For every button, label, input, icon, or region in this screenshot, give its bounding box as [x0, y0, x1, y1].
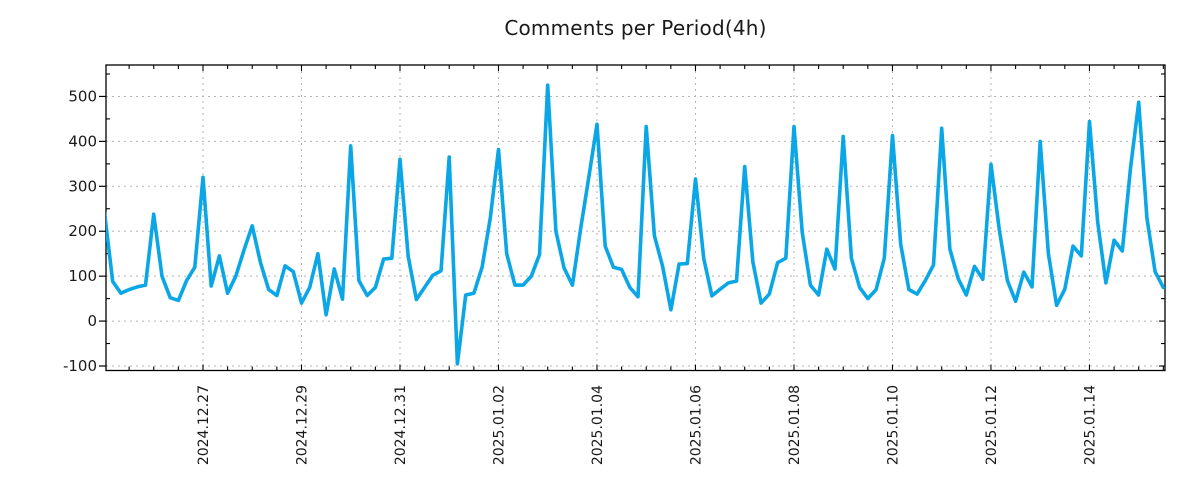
- x-tick-label: 2025.01.04: [590, 385, 606, 465]
- comments-series-line: [106, 83, 1165, 366]
- x-tick-label: 2024.12.31: [393, 385, 409, 465]
- x-tick-label: 2025.01.08: [787, 385, 803, 465]
- plot-border: [105, 64, 1166, 372]
- y-tick-label: 0: [87, 312, 97, 330]
- y-tick-label: -100: [63, 357, 97, 375]
- y-tick-label: 200: [68, 222, 97, 240]
- x-tick-label: 2025.01.10: [885, 385, 901, 465]
- x-tick-label: 2024.12.29: [294, 385, 310, 465]
- y-tick-label: 100: [68, 267, 97, 285]
- x-tick-label: 2025.01.02: [491, 385, 507, 465]
- y-tick-label: 300: [68, 177, 97, 195]
- x-tick-label: 2024.12.27: [196, 385, 212, 465]
- x-tick-label: 2025.01.12: [984, 385, 1000, 465]
- x-tick-label: 2025.01.06: [688, 385, 704, 465]
- chart-title: Comments per Period(4h): [504, 16, 767, 40]
- y-tick-label: 500: [68, 87, 97, 105]
- y-tick-label: 400: [68, 132, 97, 150]
- x-tick-label: 2025.01.14: [1082, 385, 1098, 465]
